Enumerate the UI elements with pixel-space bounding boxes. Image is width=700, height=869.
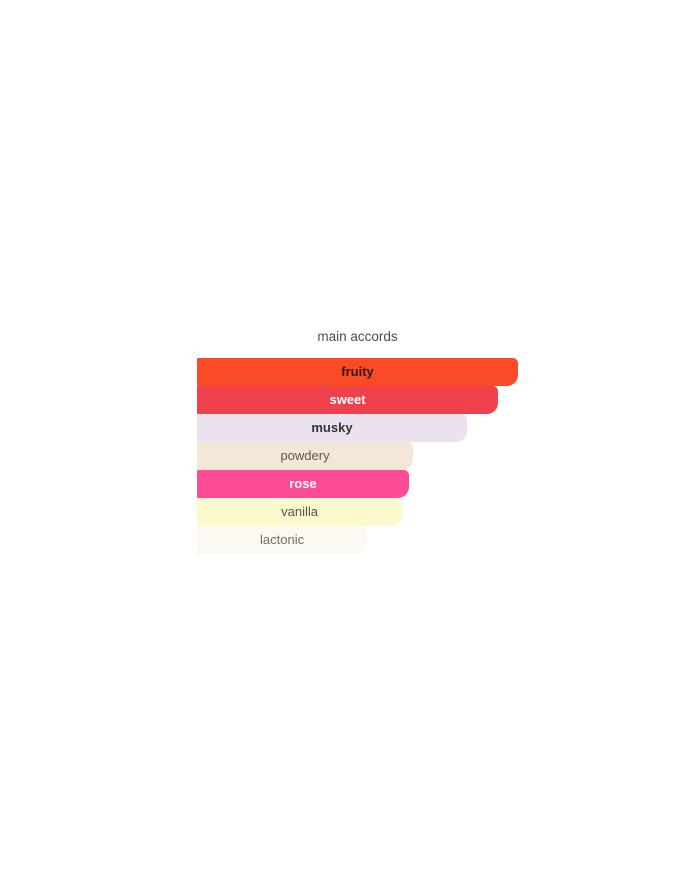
accord-bar-powdery: powdery	[197, 442, 414, 470]
accord-label: musky	[311, 420, 353, 435]
accord-label: vanilla	[281, 504, 318, 519]
accord-bar-lactonic: lactonic	[197, 526, 368, 554]
accord-bar-rose: rose	[197, 470, 409, 498]
main-accords-chart: main accords fruity sweet musky powdery rose…	[197, 328, 518, 554]
accord-label: rose	[289, 476, 317, 491]
accord-label: sweet	[329, 392, 366, 407]
chart-title: main accords	[317, 329, 398, 344]
accord-bars: fruity sweet musky powdery rose vanilla lacton…	[197, 358, 518, 554]
accord-bar-sweet: sweet	[197, 386, 499, 414]
accord-label: powdery	[280, 448, 330, 463]
accord-bar-musky: musky	[197, 414, 467, 442]
accord-bar-fruity: fruity	[197, 358, 518, 386]
accord-label: fruity	[341, 364, 374, 379]
accord-label: lactonic	[260, 532, 305, 547]
accord-bar-vanilla: vanilla	[197, 498, 403, 526]
